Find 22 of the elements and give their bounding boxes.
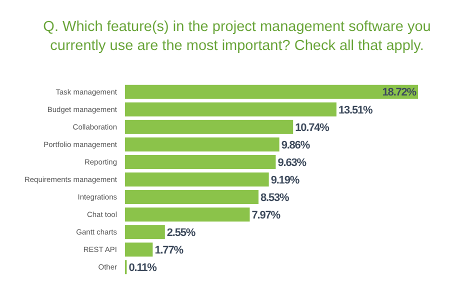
bar bbox=[125, 120, 294, 134]
bar bbox=[125, 225, 165, 240]
data-label: 10.74% bbox=[295, 122, 330, 134]
data-label: 7.97% bbox=[252, 209, 281, 222]
chart-title: Q. Which feature(s) in the project management software you currently use are the most important? Check all that apply. bbox=[43, 19, 431, 54]
data-label: 1.77% bbox=[154, 244, 184, 256]
bar bbox=[125, 208, 250, 222]
bar bbox=[125, 102, 336, 116]
bar bbox=[125, 154, 276, 169]
data-label: 9.63% bbox=[278, 156, 307, 169]
bar bbox=[125, 137, 280, 152]
bar bbox=[125, 84, 418, 99]
data-label: 18.72% bbox=[382, 86, 417, 99]
data-label: 8.53% bbox=[260, 192, 290, 204]
data-label: 13.51% bbox=[338, 104, 373, 116]
data-label: 9.86% bbox=[281, 139, 310, 152]
bar bbox=[125, 242, 153, 257]
bar bbox=[125, 172, 269, 187]
data-label: 9.19% bbox=[270, 174, 300, 186]
data-label: 2.55% bbox=[166, 226, 196, 239]
data-label: 0.11% bbox=[128, 262, 158, 274]
bar bbox=[125, 190, 259, 204]
